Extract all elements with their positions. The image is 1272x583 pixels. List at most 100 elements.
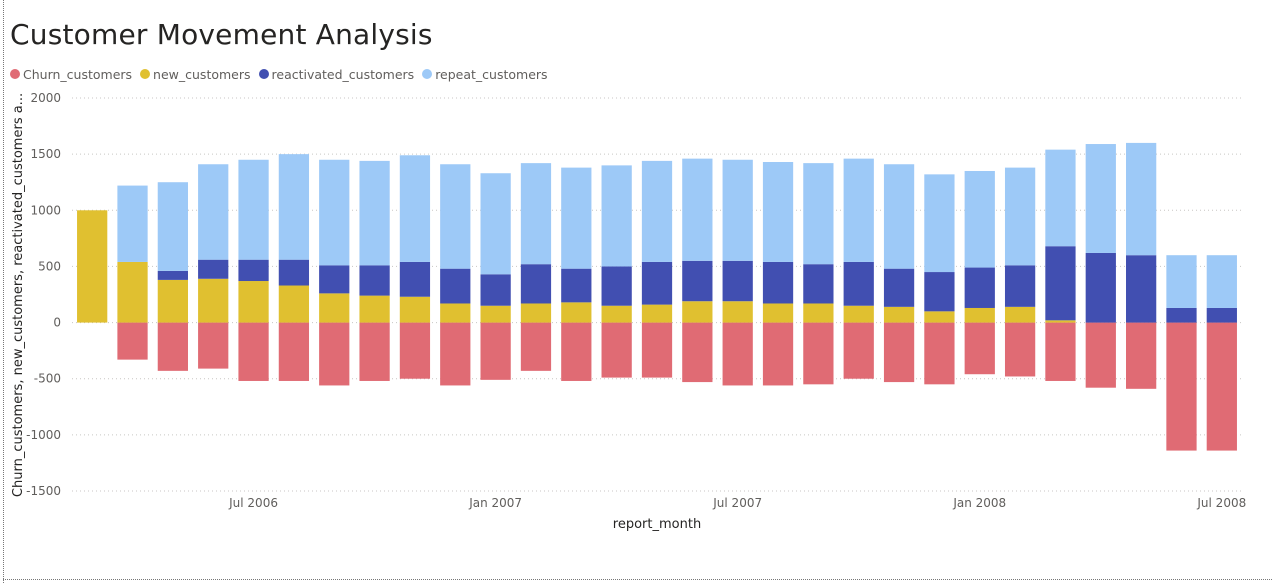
bar-new-customers-2006-11[interactable]	[399, 296, 431, 323]
bar-reactivated-customers-2008-01[interactable]	[964, 267, 995, 308]
bar-repeat-customers-2007-09[interactable]	[803, 163, 834, 265]
bar-reactivated-customers-2006-10[interactable]	[359, 265, 390, 296]
bar-new-customers-2007-08[interactable]	[762, 303, 794, 323]
bar-new-customers-2007-05[interactable]	[641, 304, 673, 323]
bar-churn-customers-2006-05[interactable]	[157, 322, 188, 371]
bar-repeat-customers-2008-06[interactable]	[1166, 255, 1197, 308]
bar-repeat-customers-2007-04[interactable]	[601, 165, 632, 267]
bar-repeat-customers-2007-10[interactable]	[843, 158, 874, 262]
bar-churn-customers-2008-01[interactable]	[964, 322, 995, 375]
bar-churn-customers-2007-06[interactable]	[682, 322, 713, 383]
bar-churn-customers-2008-07[interactable]	[1206, 322, 1237, 451]
bar-churn-customers-2007-11[interactable]	[883, 322, 915, 383]
bar-churn-customers-2006-12[interactable]	[440, 322, 471, 386]
bar-new-customers-2007-02[interactable]	[520, 303, 552, 323]
legend-item-new[interactable]: new_customers	[140, 67, 251, 82]
bar-churn-customers-2007-05[interactable]	[641, 322, 673, 378]
bar-new-customers-2007-11[interactable]	[883, 306, 915, 323]
bar-repeat-customers-2006-06[interactable]	[198, 164, 229, 260]
bar-repeat-customers-2007-06[interactable]	[682, 158, 713, 261]
bar-reactivated-customers-2007-03[interactable]	[561, 268, 592, 303]
bar-new-customers-2006-09[interactable]	[319, 293, 350, 323]
bar-new-customers-2007-10[interactable]	[843, 305, 874, 323]
bar-repeat-customers-2007-05[interactable]	[641, 160, 673, 262]
bar-reactivated-customers-2007-08[interactable]	[762, 261, 794, 304]
bar-reactivated-customers-2006-09[interactable]	[319, 265, 350, 294]
bar-reactivated-customers-2006-08[interactable]	[278, 259, 310, 286]
bar-repeat-customers-2007-12[interactable]	[924, 174, 955, 273]
bar-new-customers-2006-05[interactable]	[157, 279, 188, 323]
bar-new-customers-2007-04[interactable]	[601, 305, 632, 323]
bar-churn-customers-2007-09[interactable]	[803, 322, 834, 385]
bar-new-customers-2007-09[interactable]	[803, 303, 834, 323]
bar-reactivated-customers-2006-07[interactable]	[238, 259, 269, 282]
bar-reactivated-customers-2007-04[interactable]	[601, 266, 632, 306]
bar-new-customers-2006-08[interactable]	[278, 285, 310, 323]
bar-new-customers-2007-06[interactable]	[682, 301, 713, 323]
bar-reactivated-customers-2007-05[interactable]	[641, 261, 673, 305]
bar-reactivated-customers-2008-07[interactable]	[1206, 307, 1237, 323]
bar-repeat-customers-2007-03[interactable]	[561, 167, 592, 269]
bar-reactivated-customers-2007-11[interactable]	[883, 268, 915, 307]
bar-repeat-customers-2006-09[interactable]	[319, 159, 350, 266]
bar-repeat-customers-2006-12[interactable]	[440, 164, 471, 269]
bar-churn-customers-2006-06[interactable]	[198, 322, 229, 369]
bar-new-customers-2006-07[interactable]	[238, 281, 269, 323]
bar-repeat-customers-2006-10[interactable]	[359, 160, 390, 266]
bar-churn-customers-2008-03[interactable]	[1045, 322, 1076, 381]
bar-new-customers-2007-03[interactable]	[561, 302, 592, 323]
bar-new-customers-2006-04[interactable]	[117, 261, 148, 323]
bar-churn-customers-2007-07[interactable]	[722, 322, 753, 386]
bar-reactivated-customers-2007-06[interactable]	[682, 260, 713, 302]
bar-reactivated-customers-2008-03[interactable]	[1045, 246, 1076, 321]
bar-churn-customers-2008-05[interactable]	[1126, 322, 1157, 389]
bar-churn-customers-2006-07[interactable]	[238, 322, 269, 381]
bar-new-customers-2006-06[interactable]	[198, 278, 229, 323]
bar-repeat-customers-2006-07[interactable]	[238, 159, 269, 260]
bar-reactivated-customers-2007-10[interactable]	[843, 261, 874, 306]
bar-repeat-customers-2006-11[interactable]	[399, 155, 431, 262]
bar-repeat-customers-2006-05[interactable]	[157, 182, 188, 271]
bar-repeat-customers-2008-01[interactable]	[964, 170, 995, 268]
bar-new-customers-2008-03[interactable]	[1045, 320, 1076, 323]
legend-item-churn[interactable]: Churn_customers	[10, 67, 132, 82]
bar-repeat-customers-2006-08[interactable]	[278, 154, 310, 260]
bar-reactivated-customers-2007-07[interactable]	[722, 260, 753, 302]
bar-reactivated-customers-2006-06[interactable]	[198, 259, 229, 279]
bar-repeat-customers-2007-02[interactable]	[520, 163, 552, 265]
bar-reactivated-customers-2006-12[interactable]	[440, 268, 471, 304]
bar-reactivated-customers-2007-01[interactable]	[480, 274, 511, 306]
bar-new-customers-2008-01[interactable]	[964, 307, 995, 323]
bar-reactivated-customers-2008-04[interactable]	[1085, 252, 1116, 323]
bar-churn-customers-2007-12[interactable]	[924, 322, 955, 385]
bar-repeat-customers-2008-05[interactable]	[1126, 142, 1157, 256]
bar-churn-customers-2006-09[interactable]	[319, 322, 350, 386]
bar-churn-customers-2008-06[interactable]	[1166, 322, 1197, 451]
bar-reactivated-customers-2007-02[interactable]	[520, 264, 552, 304]
bar-churn-customers-2007-01[interactable]	[480, 322, 511, 380]
bar-new-customers-2006-03[interactable]	[77, 210, 108, 323]
bar-repeat-customers-2008-04[interactable]	[1085, 144, 1116, 253]
bar-churn-customers-2006-11[interactable]	[399, 322, 431, 379]
bar-churn-customers-2007-10[interactable]	[843, 322, 874, 379]
bar-churn-customers-2006-10[interactable]	[359, 322, 390, 381]
bar-repeat-customers-2008-03[interactable]	[1045, 149, 1076, 247]
bar-new-customers-2006-12[interactable]	[440, 303, 471, 323]
bar-repeat-customers-2007-11[interactable]	[883, 164, 915, 269]
bar-repeat-customers-2008-07[interactable]	[1206, 255, 1237, 308]
bar-churn-customers-2007-04[interactable]	[601, 322, 632, 378]
bar-churn-customers-2008-04[interactable]	[1085, 322, 1116, 388]
bar-churn-customers-2007-02[interactable]	[520, 322, 552, 371]
bar-reactivated-customers-2008-05[interactable]	[1126, 255, 1157, 323]
bar-repeat-customers-2008-02[interactable]	[1004, 167, 1036, 266]
bar-new-customers-2007-12[interactable]	[924, 311, 955, 323]
legend-item-repeat[interactable]: repeat_customers	[422, 67, 548, 82]
bar-reactivated-customers-2006-05[interactable]	[157, 270, 188, 280]
bar-repeat-customers-2007-08[interactable]	[762, 162, 794, 262]
bar-churn-customers-2006-08[interactable]	[278, 322, 310, 381]
bar-reactivated-customers-2008-06[interactable]	[1166, 307, 1197, 323]
bar-new-customers-2008-02[interactable]	[1004, 306, 1036, 323]
bar-reactivated-customers-2008-02[interactable]	[1004, 265, 1036, 307]
bar-repeat-customers-2007-01[interactable]	[480, 173, 511, 275]
legend-item-reactivated[interactable]: reactivated_customers	[258, 67, 414, 82]
